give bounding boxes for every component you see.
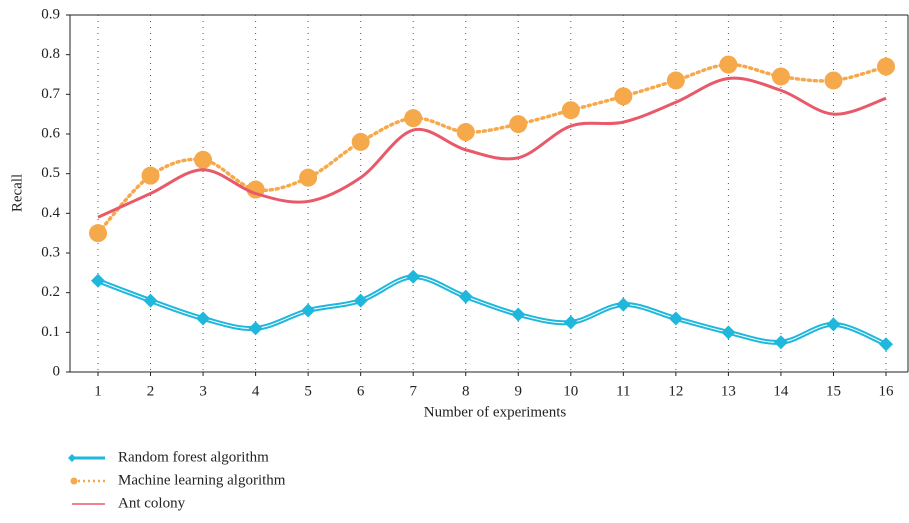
data-point bbox=[616, 297, 631, 312]
x-tick-label: 3 bbox=[199, 383, 207, 399]
data-point bbox=[89, 224, 107, 243]
data-point bbox=[668, 311, 683, 326]
y-tick-label: 0.4 bbox=[41, 205, 60, 221]
data-point bbox=[721, 325, 736, 340]
data-point bbox=[877, 57, 895, 76]
data-point bbox=[826, 317, 841, 332]
y-tick-label: 0.1 bbox=[41, 324, 60, 340]
data-point bbox=[879, 337, 893, 352]
legend-marker bbox=[70, 477, 78, 485]
data-point bbox=[299, 168, 318, 187]
data-point bbox=[773, 335, 788, 350]
y-tick-label: 0.6 bbox=[41, 125, 60, 141]
data-point bbox=[456, 123, 475, 142]
x-tick-label: 1 bbox=[94, 383, 102, 399]
data-point bbox=[143, 293, 158, 308]
y-tick-label: 0.7 bbox=[41, 86, 60, 102]
x-tick-label: 9 bbox=[515, 383, 523, 399]
x-tick-label: 13 bbox=[721, 383, 736, 399]
y-tick-label: 0.3 bbox=[41, 244, 60, 260]
y-tick-label: 0.9 bbox=[41, 6, 60, 22]
x-tick-label: 5 bbox=[304, 383, 312, 399]
data-point bbox=[301, 303, 316, 318]
x-tick-label: 10 bbox=[563, 383, 578, 399]
x-tick-label: 15 bbox=[826, 383, 841, 399]
y-axis-label: Recall bbox=[9, 174, 25, 212]
data-point bbox=[824, 71, 843, 90]
legend-label: Random forest algorithm bbox=[118, 449, 269, 465]
data-point bbox=[719, 55, 738, 74]
x-tick-label: 8 bbox=[462, 383, 470, 399]
data-point bbox=[196, 311, 211, 326]
data-point bbox=[561, 101, 580, 120]
x-axis-label: Number of experiments bbox=[424, 404, 567, 420]
x-tick-label: 2 bbox=[147, 383, 155, 399]
data-point bbox=[458, 289, 473, 304]
legend-label: Ant colony bbox=[118, 495, 186, 511]
x-tick-label: 7 bbox=[409, 383, 417, 399]
x-tick-label: 11 bbox=[616, 383, 630, 399]
data-point bbox=[666, 71, 685, 90]
data-point bbox=[353, 293, 368, 308]
data-point bbox=[91, 273, 105, 288]
data-point bbox=[404, 109, 423, 128]
y-tick-label: 0.2 bbox=[41, 284, 60, 300]
data-point bbox=[771, 67, 790, 86]
data-point bbox=[511, 307, 526, 322]
series-line bbox=[96, 62, 888, 235]
series-line-inner bbox=[97, 276, 887, 345]
series-line bbox=[97, 274, 887, 347]
y-tick-label: 0.8 bbox=[41, 46, 60, 62]
data-point bbox=[614, 87, 633, 106]
series-line bbox=[97, 76, 887, 219]
data-point bbox=[141, 166, 160, 185]
data-point bbox=[351, 132, 370, 151]
y-tick-label: 0.5 bbox=[41, 165, 60, 181]
y-tick-label: 0 bbox=[53, 363, 61, 379]
x-tick-label: 4 bbox=[252, 383, 260, 399]
x-tick-label: 16 bbox=[879, 383, 895, 399]
legend-label: Machine learning algorithm bbox=[118, 472, 286, 488]
data-point bbox=[194, 150, 213, 169]
data-point bbox=[248, 321, 263, 336]
data-point bbox=[509, 115, 528, 134]
data-point bbox=[563, 315, 578, 330]
x-tick-label: 12 bbox=[668, 383, 683, 399]
data-point bbox=[406, 269, 421, 284]
x-tick-label: 6 bbox=[357, 383, 365, 399]
x-tick-label: 14 bbox=[773, 383, 789, 399]
legend-marker bbox=[68, 454, 76, 462]
